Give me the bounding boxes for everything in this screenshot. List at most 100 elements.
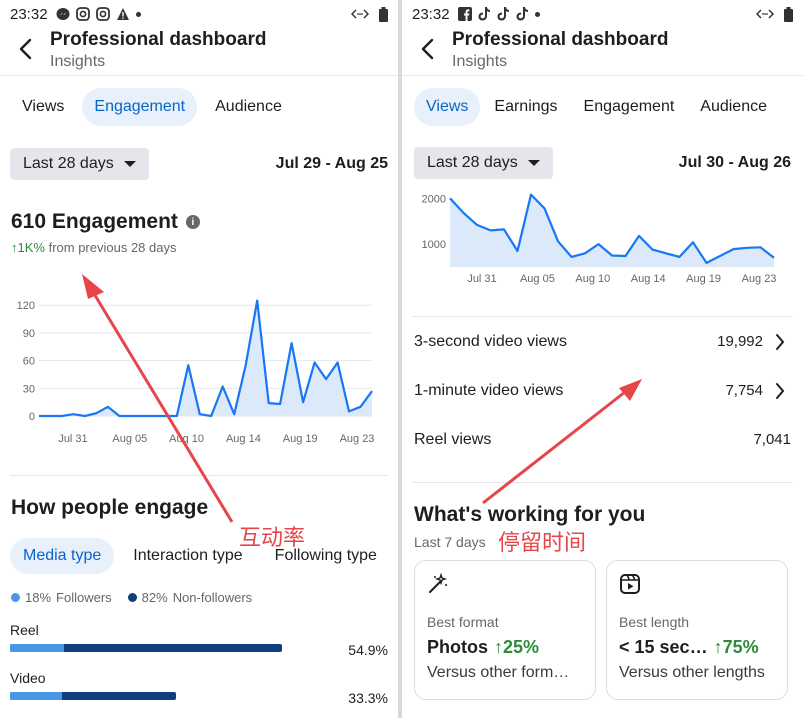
whats-working-sub: Last 7 days [414,534,486,550]
how-people-engage-title: How people engage [11,496,209,519]
tab-views[interactable]: Views [22,98,65,115]
legend-followers-dot [11,593,20,602]
metric-change-text: from previous 28 days [48,240,177,255]
instagram-icon [95,7,110,21]
x-tick-label: Aug 19 [686,273,721,285]
caret-down-icon [123,161,136,167]
page-subtitle: Insights [452,53,508,70]
card-label: Best length [619,614,690,630]
engagement-chart: 0 30 60 90 120 Jul 31 Aug 05 Aug 10 Aug 14 Aug 19… [17,299,374,445]
annotation-dwell-time: 停留时间 [498,531,587,556]
date-range-label: Last 28 days [427,154,518,171]
page-subtitle: Insights [50,53,106,70]
section-divider [412,316,793,317]
back-button[interactable] [10,34,40,64]
card-label: Best format [427,614,499,630]
media-row-label: Video [10,670,46,686]
engage-filter-chips: Media type Interaction type Following ty… [0,538,398,574]
x-tick-label: Jul 31 [467,273,496,285]
y-tick-label: 90 [23,328,35,340]
back-arrow-icon [421,38,434,60]
media-row-value: 33.3% [348,690,388,706]
info-icon[interactable]: i [185,215,200,229]
row-value: 7,754 [725,382,763,399]
card-best-length[interactable]: Best length < 15 sec… ↑75% Versus other … [606,560,788,700]
series-area [450,194,774,267]
date-range-label: Last 28 days [23,155,114,172]
back-button[interactable] [412,34,442,64]
row-label: Reel views [414,430,492,448]
y-tick-label: 2000 [422,193,446,205]
media-row-bar-followers [10,644,65,652]
back-arrow-icon [19,38,32,60]
views-breakdown: 3-second video views 19,992 1-minute vid… [402,317,803,464]
facebook-icon [457,7,472,21]
date-range-bar: Last 28 days Jul 30 - Aug 26 [402,147,803,179]
card-value-pct: ↑25% [494,637,540,657]
status-bar: 23:32 [402,0,803,28]
x-tick-label: Aug 05 [520,273,555,285]
legend-followers-pct: 18% [25,590,52,605]
media-row-value: 54.9% [348,642,388,658]
data-saver-icon [351,9,369,19]
tiktok-icon [478,7,490,21]
insight-cards: Best format Photos ↑25% Versus other for… [402,560,800,700]
date-range-dropdown[interactable]: Last 28 days [10,148,149,180]
y-tick-label: 1000 [422,239,446,251]
date-range-text: Jul 29 - Aug 25 [275,155,388,172]
row-value: 19,992 [717,333,763,350]
card-value: < 15 sec… ↑75% [619,637,775,658]
section-divider [412,482,793,483]
left-screen: 23:32 Professional dashboard Insights Vi… [0,0,398,718]
date-range-bar: Last 28 days Jul 29 - Aug 25 [0,148,398,180]
tab-engagement[interactable]: Engagement [82,88,198,126]
legend-non-followers-pct: 82% [141,590,168,605]
status-icons [56,7,141,21]
media-row-bar [10,644,282,652]
date-range-dropdown[interactable]: Last 28 days [414,147,553,179]
media-row-bar [10,692,176,700]
instagram-icon [75,7,90,21]
row-3-second-views[interactable]: 3-second video views 19,992 [402,317,803,366]
chevron-right-icon [769,333,791,351]
section-divider [10,475,388,476]
row-1-minute-views[interactable]: 1-minute video views 7,754 [402,366,803,415]
card-value-text: Photos [427,637,488,657]
chip-media-type[interactable]: Media type [10,538,115,574]
status-dot [135,11,141,17]
x-tick-label: Jul 31 [58,433,87,445]
tab-views[interactable]: Views [414,88,481,126]
status-time: 23:32 [10,5,48,23]
tiktok-icon [497,7,509,21]
data-saver-icon [756,9,774,19]
row-value: 7,041 [753,431,791,448]
chip-following-type[interactable]: Following type [274,547,377,564]
y-tick-label: 30 [23,383,35,395]
status-time: 23:32 [412,5,450,23]
legend-non-followers-label: Non-followers [172,590,253,605]
x-tick-label: Aug 10 [169,433,204,445]
status-right [756,6,793,22]
app-bar: Professional dashboard Insights [402,28,803,76]
x-tick-label: Aug 14 [631,273,666,285]
metric-change-value: ↑1K% [11,240,45,255]
legend-followers-label: Followers [56,590,112,605]
insights-tabs: Views Earnings Engagement Audience [402,76,803,138]
engagement-metric: 610 Engagement i ↑1K% from previous 28 d… [0,210,398,255]
caret-down-icon [527,160,540,166]
whats-working-title: What's working for you [414,503,646,526]
chevron-right-icon [769,382,791,400]
annotation-engagement-rate: 互动率 [239,526,306,551]
tab-audience[interactable]: Audience [700,98,767,115]
chip-interaction-type[interactable]: Interaction type [133,547,243,564]
y-tick-label: 0 [29,411,35,423]
tab-earnings[interactable]: Earnings [494,98,558,115]
magic-wand-icon [429,572,448,593]
row-label: 1-minute video views [414,381,564,399]
card-value: Photos ↑25% [427,637,583,658]
right-screen: 23:32 Professional dashboard Insights Vi… [402,0,803,718]
card-best-format[interactable]: Best format Photos ↑25% Versus other for… [414,560,596,700]
tab-audience[interactable]: Audience [215,98,282,115]
tab-engagement[interactable]: Engagement [583,98,675,115]
page-title: Professional dashboard [452,29,669,50]
